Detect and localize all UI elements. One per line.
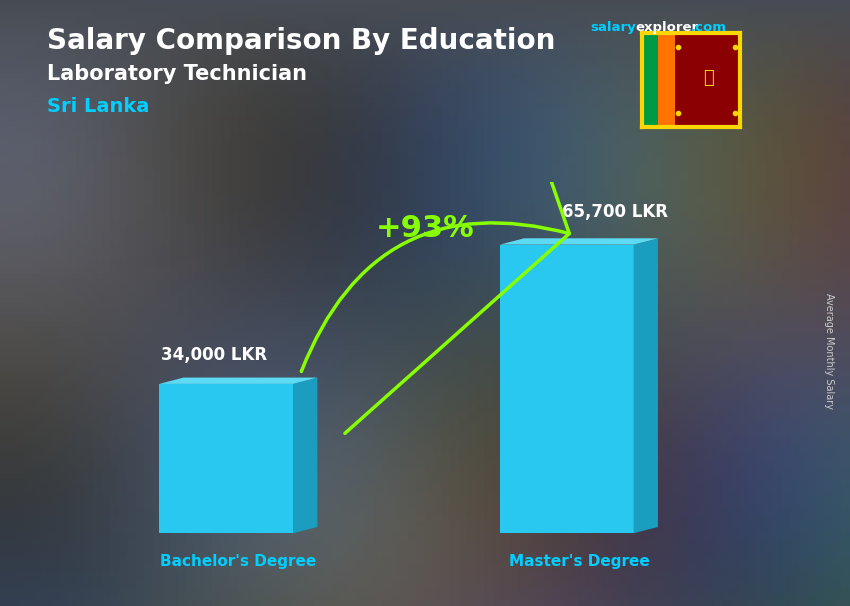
Text: salary: salary <box>591 21 637 34</box>
Text: 34,000 LKR: 34,000 LKR <box>161 345 267 364</box>
Polygon shape <box>293 378 317 533</box>
Text: .com: .com <box>691 21 727 34</box>
Text: 🦁: 🦁 <box>703 70 714 87</box>
Text: 65,700 LKR: 65,700 LKR <box>563 203 668 221</box>
FancyArrowPatch shape <box>302 0 570 433</box>
Bar <box>159 384 293 533</box>
Text: Average Monthly Salary: Average Monthly Salary <box>824 293 834 410</box>
Text: Master's Degree: Master's Degree <box>508 554 649 570</box>
Text: explorer: explorer <box>636 21 699 34</box>
Text: Sri Lanka: Sri Lanka <box>47 97 149 116</box>
Polygon shape <box>159 378 317 384</box>
Polygon shape <box>633 238 658 533</box>
Text: Bachelor's Degree: Bachelor's Degree <box>160 554 316 570</box>
Bar <box>500 245 633 533</box>
Text: Laboratory Technician: Laboratory Technician <box>47 64 307 84</box>
Text: +93%: +93% <box>376 215 474 244</box>
Polygon shape <box>500 238 658 245</box>
Text: Salary Comparison By Education: Salary Comparison By Education <box>47 27 555 55</box>
